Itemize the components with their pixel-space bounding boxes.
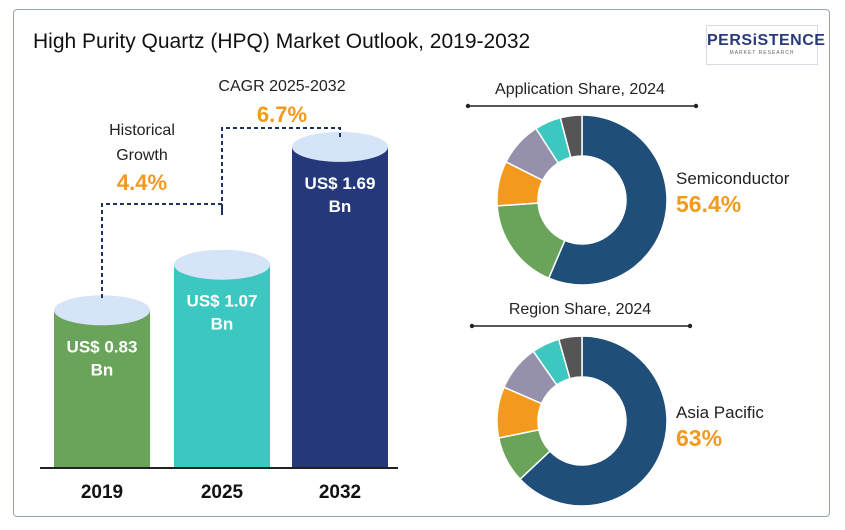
x-tick-label: 2032 <box>319 482 361 503</box>
donut-slice <box>547 114 668 286</box>
outer-frame <box>13 9 830 517</box>
region-donut-slices <box>496 335 668 507</box>
bar-2025 <box>174 264 270 468</box>
bar-2032 <box>292 146 388 468</box>
donut-slice <box>559 114 583 159</box>
historical-connector <box>101 203 223 298</box>
asia-pacific-value: 63% <box>676 425 722 451</box>
application-share-donut-chart: Application Share, 2024 Semiconductor 56… <box>465 81 790 286</box>
donut-slice <box>518 335 668 507</box>
x-tick-label: 2019 <box>81 482 123 503</box>
application-share-title: Application Share, 2024 <box>495 81 665 98</box>
bar-2019 <box>54 310 150 468</box>
semiconductor-label: Semiconductor <box>676 169 790 188</box>
historical-growth-value: 4.4% <box>117 170 167 195</box>
page-title: High Purity Quartz (HPQ) Market Outlook,… <box>33 30 531 53</box>
historical-label-line2: Growth <box>116 147 168 164</box>
persistence-logo: PERSiSTENCE MARKET RESEARCH <box>706 25 826 65</box>
bar-value-unit: Bn <box>211 315 234 334</box>
title-rule-dot-right <box>687 323 693 329</box>
bar-value-label: US$ 0.83 <box>67 337 138 356</box>
bar-value-unit: Bn <box>329 197 352 216</box>
bars-group: US$ 0.83 Bn US$ 1.07 Bn US$ 1.69 Bn <box>54 131 388 468</box>
logo-tagline: MARKET RESEARCH <box>729 50 795 56</box>
region-share-title: Region Share, 2024 <box>509 301 651 318</box>
cagr-value: 6.7% <box>257 102 307 127</box>
title-rule-dot-right <box>693 103 699 109</box>
application-donut-slices <box>496 114 668 286</box>
title-rule-dot-left <box>465 103 471 109</box>
logo-brand: PERSiSTENCE <box>707 32 826 49</box>
x-tick-labels: 2019 2025 2032 <box>81 482 361 503</box>
bar-value-unit: Bn <box>91 360 114 379</box>
x-tick-label: 2025 <box>201 482 244 503</box>
title-rule-dot-left <box>469 323 475 329</box>
cagr-label: CAGR 2025-2032 <box>218 78 345 95</box>
donut-slice <box>557 335 583 380</box>
semiconductor-value: 56.4% <box>676 191 741 217</box>
bar-cap-2032 <box>292 131 388 162</box>
historical-label-line1: Historical <box>109 122 175 139</box>
bar-value-label: US$ 1.07 <box>187 292 258 311</box>
region-share-donut-chart: Region Share, 2024 Asia Pacific 63% <box>469 301 764 507</box>
bar-cap-2025 <box>174 249 270 280</box>
asia-pacific-label: Asia Pacific <box>676 403 764 422</box>
cagr-connector <box>221 127 341 215</box>
bar-value-label: US$ 1.69 <box>305 174 376 193</box>
bar-cap-2019 <box>54 295 150 326</box>
